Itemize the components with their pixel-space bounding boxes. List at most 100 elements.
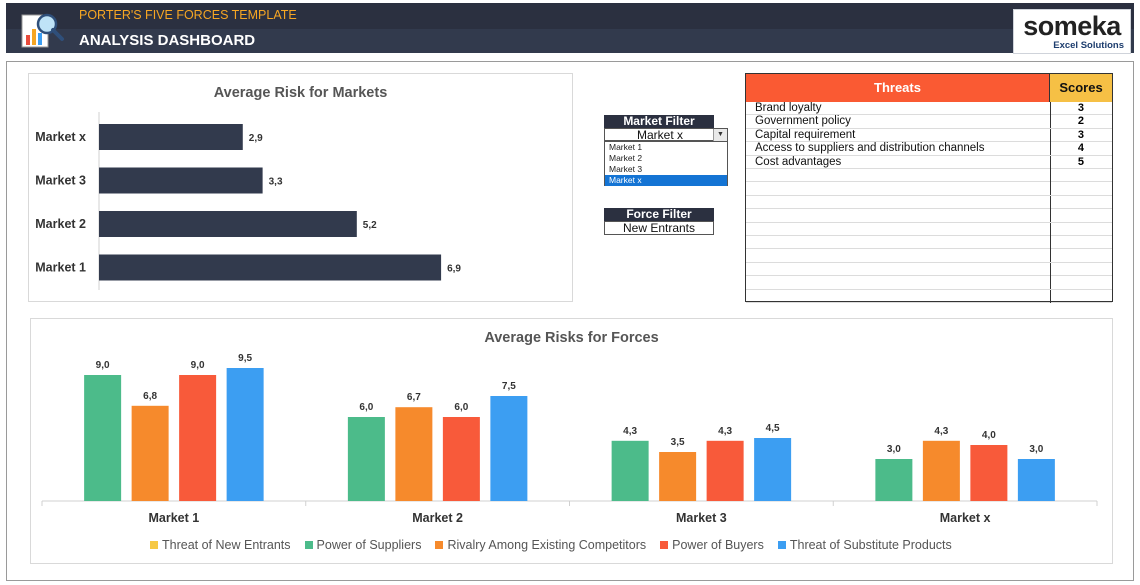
legend-swatch (435, 541, 444, 549)
force-risk-bar (395, 407, 433, 501)
force-risk-bar (442, 417, 480, 501)
force-value-label: 6,0 (359, 402, 373, 413)
forces-chart-title: Average Risks for Forces (484, 330, 659, 346)
force-risk-bar (226, 368, 264, 501)
force-value-label: 3,5 (671, 437, 685, 448)
someka-logo[interactable]: someka Excel Solutions (1013, 9, 1131, 54)
market-filter-label: Market Filter (604, 115, 714, 128)
market-category-label: Market x (35, 130, 86, 144)
force-risk-bar (922, 440, 960, 501)
legend-swatch (304, 541, 313, 549)
force-value-label: 9,0 (191, 360, 205, 371)
threat-score: 4 (1050, 142, 1112, 156)
threat-score (1050, 182, 1112, 196)
market-filter-dropdown[interactable]: Market 1 Market 2 Market 3 Market x (604, 141, 728, 186)
threat-score: 2 (1050, 115, 1112, 129)
threat-name: Capital requirement (755, 128, 856, 141)
threat-name: Government policy (755, 115, 851, 128)
force-value-label: 6,8 (143, 391, 157, 402)
legend-label: Power of Buyers (672, 538, 764, 552)
threat-score: 3 (1050, 102, 1112, 115)
market-category-label: Market 1 (35, 261, 86, 275)
threats-row: Cost advantages 5 (746, 155, 1112, 169)
legend-item: Rivalry Among Existing Competitors (435, 538, 646, 552)
force-value-label: 6,0 (454, 402, 468, 413)
force-category-label: Market 2 (412, 511, 463, 525)
market-risk-bar (99, 124, 243, 150)
threats-row (746, 209, 1112, 223)
threats-row (746, 169, 1112, 183)
legend-item: Power of Buyers (660, 538, 764, 552)
market-value-label: 6,9 (447, 264, 461, 275)
threat-score: 3 (1050, 128, 1112, 142)
legend-item: Threat of Substitute Products (777, 538, 952, 552)
threats-row (746, 262, 1112, 277)
threats-row (746, 195, 1112, 210)
threat-score (1050, 169, 1112, 182)
market-filter-option[interactable]: Market 3 (609, 164, 643, 174)
threats-table: Threats Scores Brand loyalty 3 Government … (745, 73, 1113, 303)
force-value-label: 4,0 (982, 430, 996, 441)
market-filter-value: Market x (636, 128, 683, 142)
threat-score (1050, 195, 1112, 209)
threats-column-header: Threats (746, 74, 1050, 102)
threat-score (1050, 249, 1112, 263)
force-risk-bar (490, 396, 528, 501)
dashboard-frame (6, 61, 1134, 581)
force-value-label: 3,0 (887, 444, 901, 455)
threats-row (746, 236, 1112, 250)
force-risk-bar (1017, 459, 1055, 501)
market-risk-bar (99, 167, 263, 194)
force-filter-value: New Entrants (622, 221, 696, 235)
force-risk-bar (970, 445, 1008, 501)
threat-name: Brand loyalty (755, 102, 822, 114)
force-value-label: 4,3 (718, 426, 732, 437)
force-value-label: 3,0 (1029, 444, 1043, 455)
threat-score: 5 (1050, 155, 1112, 169)
header-bar: PORTER'S FIVE FORCES TEMPLATE ANALYSIS D… (6, 3, 1134, 54)
legend-label: Power of Suppliers (316, 538, 422, 552)
logo-tagline: Excel Solutions (1053, 40, 1124, 51)
market-filter-option[interactable]: Market 2 (609, 153, 643, 163)
force-filter-label: Force Filter (604, 208, 714, 221)
chevron-down-icon[interactable]: ▼ (713, 129, 727, 141)
market-risk-bar (99, 211, 357, 237)
threats-row (746, 222, 1112, 236)
force-value-label: 4,5 (766, 423, 780, 434)
force-risk-bar (179, 375, 217, 501)
legend-swatch (777, 541, 786, 549)
app-subtitle: PORTER'S FIVE FORCES TEMPLATE (79, 8, 297, 22)
force-value-label: 9,0 (96, 360, 110, 371)
market-risk-bar (99, 254, 442, 281)
force-value-label: 7,5 (502, 381, 516, 392)
legend-swatch (150, 541, 158, 549)
force-value-label: 6,7 (407, 392, 421, 403)
threats-row (746, 182, 1112, 196)
legend-item: Power of Suppliers (304, 538, 422, 552)
threat-name: Cost advantages (755, 155, 842, 168)
legend-label: Threat of Substitute Products (789, 538, 952, 552)
market-value-label: 5,2 (363, 220, 377, 231)
header-band (6, 29, 1134, 53)
market-filter-option[interactable]: Market x (605, 175, 727, 186)
markets-chart-title: Average Risk for Markets (213, 85, 388, 101)
force-filter-select[interactable]: New Entrants (604, 221, 714, 235)
market-filter-option[interactable]: Market 1 (609, 142, 643, 152)
market-category-label: Market 3 (35, 174, 86, 188)
force-risk-bar (659, 452, 697, 501)
threats-row: Brand loyalty 3 (746, 102, 1112, 116)
force-risk-bar (754, 438, 792, 501)
threats-row (746, 249, 1112, 263)
market-value-label: 2,9 (249, 133, 263, 144)
threat-score (1050, 209, 1112, 223)
force-risk-bar (875, 459, 913, 501)
threat-name: Access to suppliers and distribution cha… (755, 142, 985, 155)
threat-score (1050, 222, 1112, 236)
force-value-label: 4,3 (934, 426, 948, 437)
threats-row: Government policy 2 (746, 115, 1112, 129)
market-filter-select[interactable]: Market x ▼ (604, 128, 728, 142)
legend-item: Threat of New Entrants (150, 538, 291, 552)
market-category-label: Market 2 (35, 217, 86, 231)
